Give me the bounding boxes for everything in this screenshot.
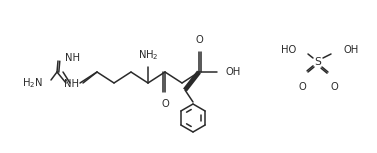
- Text: H$_2$N: H$_2$N: [22, 76, 43, 90]
- Text: O: O: [195, 35, 203, 45]
- Text: OH: OH: [225, 67, 240, 77]
- Text: S: S: [314, 57, 322, 67]
- Text: NH$_2$: NH$_2$: [138, 48, 158, 62]
- Text: OH: OH: [343, 45, 358, 55]
- Text: NH: NH: [65, 53, 80, 63]
- Text: HO: HO: [281, 45, 296, 55]
- Text: NH: NH: [64, 79, 79, 89]
- Text: O: O: [161, 99, 169, 109]
- Text: O: O: [298, 82, 306, 92]
- Text: O: O: [330, 82, 338, 92]
